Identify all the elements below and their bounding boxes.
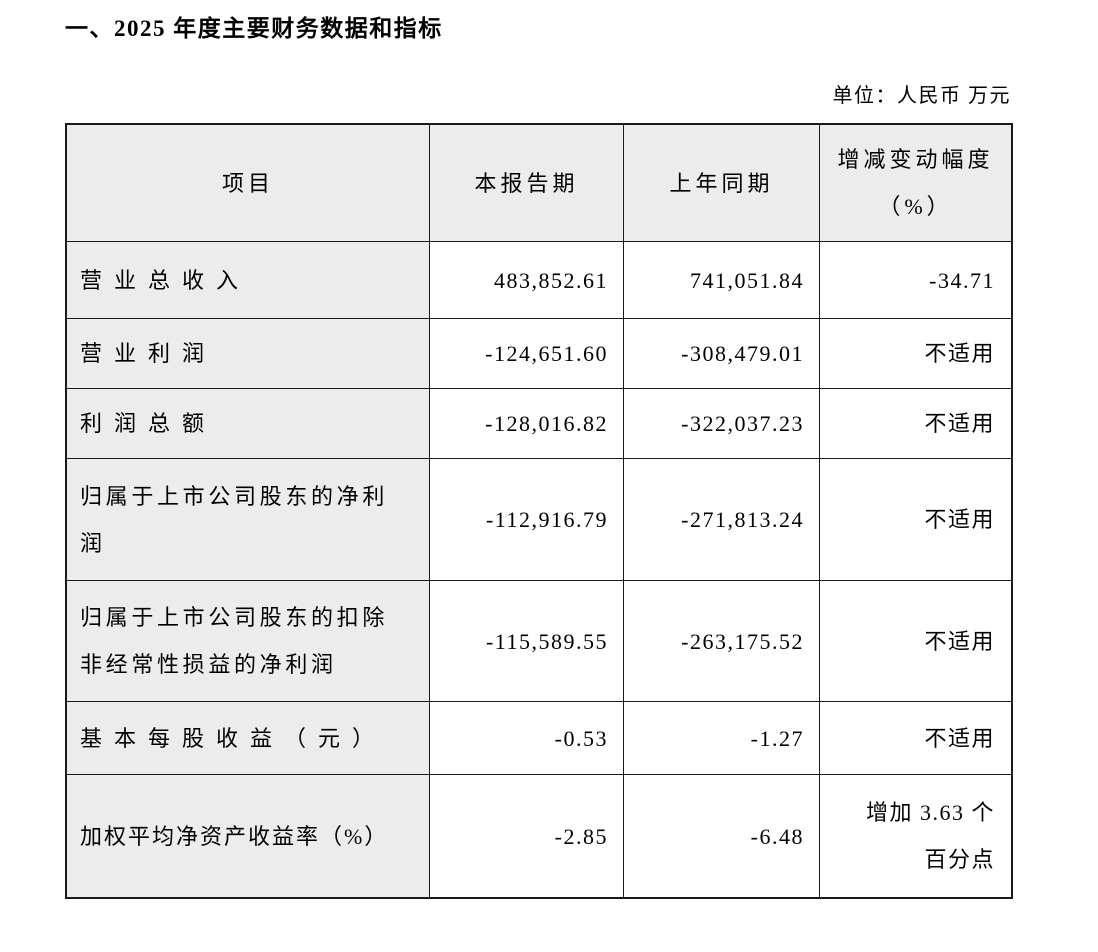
item-cell: 营业利润 xyxy=(67,319,430,389)
col-header-change: 增减变动幅度 （%） xyxy=(820,125,1011,242)
item-cell: 营业总收入 xyxy=(67,242,430,319)
col-header-current-period: 本报告期 xyxy=(430,125,624,242)
change-cell: -34.71 xyxy=(820,242,1011,319)
prior-period-cell: -322,037.23 xyxy=(624,389,820,459)
change-cell: 不适用 xyxy=(820,459,1011,581)
current-period-cell: -2.85 xyxy=(430,775,624,897)
change-cell: 不适用 xyxy=(820,319,1011,389)
prior-period-cell: -271,813.24 xyxy=(624,459,820,581)
report-content: 一、2025 年度主要财务数据和指标 单位：人民币 万元 项目 本报告期 上年同… xyxy=(65,0,1013,899)
table-row: 营业总收入 483,852.61 741,051.84 -34.71 xyxy=(67,242,1011,319)
col-header-item: 项目 xyxy=(67,125,430,242)
current-period-cell: -115,589.55 xyxy=(430,581,624,702)
prior-period-cell: -308,479.01 xyxy=(624,319,820,389)
change-cell: 不适用 xyxy=(820,702,1011,775)
table-row: 归属于上市公司股东的净利 润 -112,916.79 -271,813.24 不… xyxy=(67,459,1011,581)
change-cell: 不适用 xyxy=(820,581,1011,702)
prior-period-cell: -1.27 xyxy=(624,702,820,775)
col-header-prior-period: 上年同期 xyxy=(624,125,820,242)
prior-period-cell: -6.48 xyxy=(624,775,820,897)
table-row: 利润总额 -128,016.82 -322,037.23 不适用 xyxy=(67,389,1011,459)
item-cell: 基本每股收益（元） xyxy=(67,702,430,775)
current-period-cell: -124,651.60 xyxy=(430,319,624,389)
unit-note: 单位：人民币 万元 xyxy=(832,85,1011,107)
item-cell: 利润总额 xyxy=(67,389,430,459)
change-cell: 不适用 xyxy=(820,389,1011,459)
table-row: 归属于上市公司股东的扣除 非经常性损益的净利润 -115,589.55 -263… xyxy=(67,581,1011,702)
current-period-cell: -0.53 xyxy=(430,702,624,775)
financial-table: 项目 本报告期 上年同期 增减变动幅度 （%） 营业总收入 483,852.61… xyxy=(65,123,1013,899)
current-period-cell: -112,916.79 xyxy=(430,459,624,581)
table-row: 营业利润 -124,651.60 -308,479.01 不适用 xyxy=(67,319,1011,389)
item-cell: 归属于上市公司股东的扣除 非经常性损益的净利润 xyxy=(67,581,430,702)
section-title: 一、2025 年度主要财务数据和指标 xyxy=(65,16,443,41)
prior-period-cell: -263,175.52 xyxy=(624,581,820,702)
table-header-row: 项目 本报告期 上年同期 增减变动幅度 （%） xyxy=(67,125,1011,242)
current-period-cell: -128,016.82 xyxy=(430,389,624,459)
current-period-cell: 483,852.61 xyxy=(430,242,624,319)
item-cell: 加权平均净资产收益率（%） xyxy=(67,775,430,897)
table-row: 基本每股收益（元） -0.53 -1.27 不适用 xyxy=(67,702,1011,775)
prior-period-cell: 741,051.84 xyxy=(624,242,820,319)
change-cell: 增加 3.63 个 百分点 xyxy=(820,775,1011,897)
table-row: 加权平均净资产收益率（%） -2.85 -6.48 增加 3.63 个 百分点 xyxy=(67,775,1011,897)
item-cell: 归属于上市公司股东的净利 润 xyxy=(67,459,430,581)
